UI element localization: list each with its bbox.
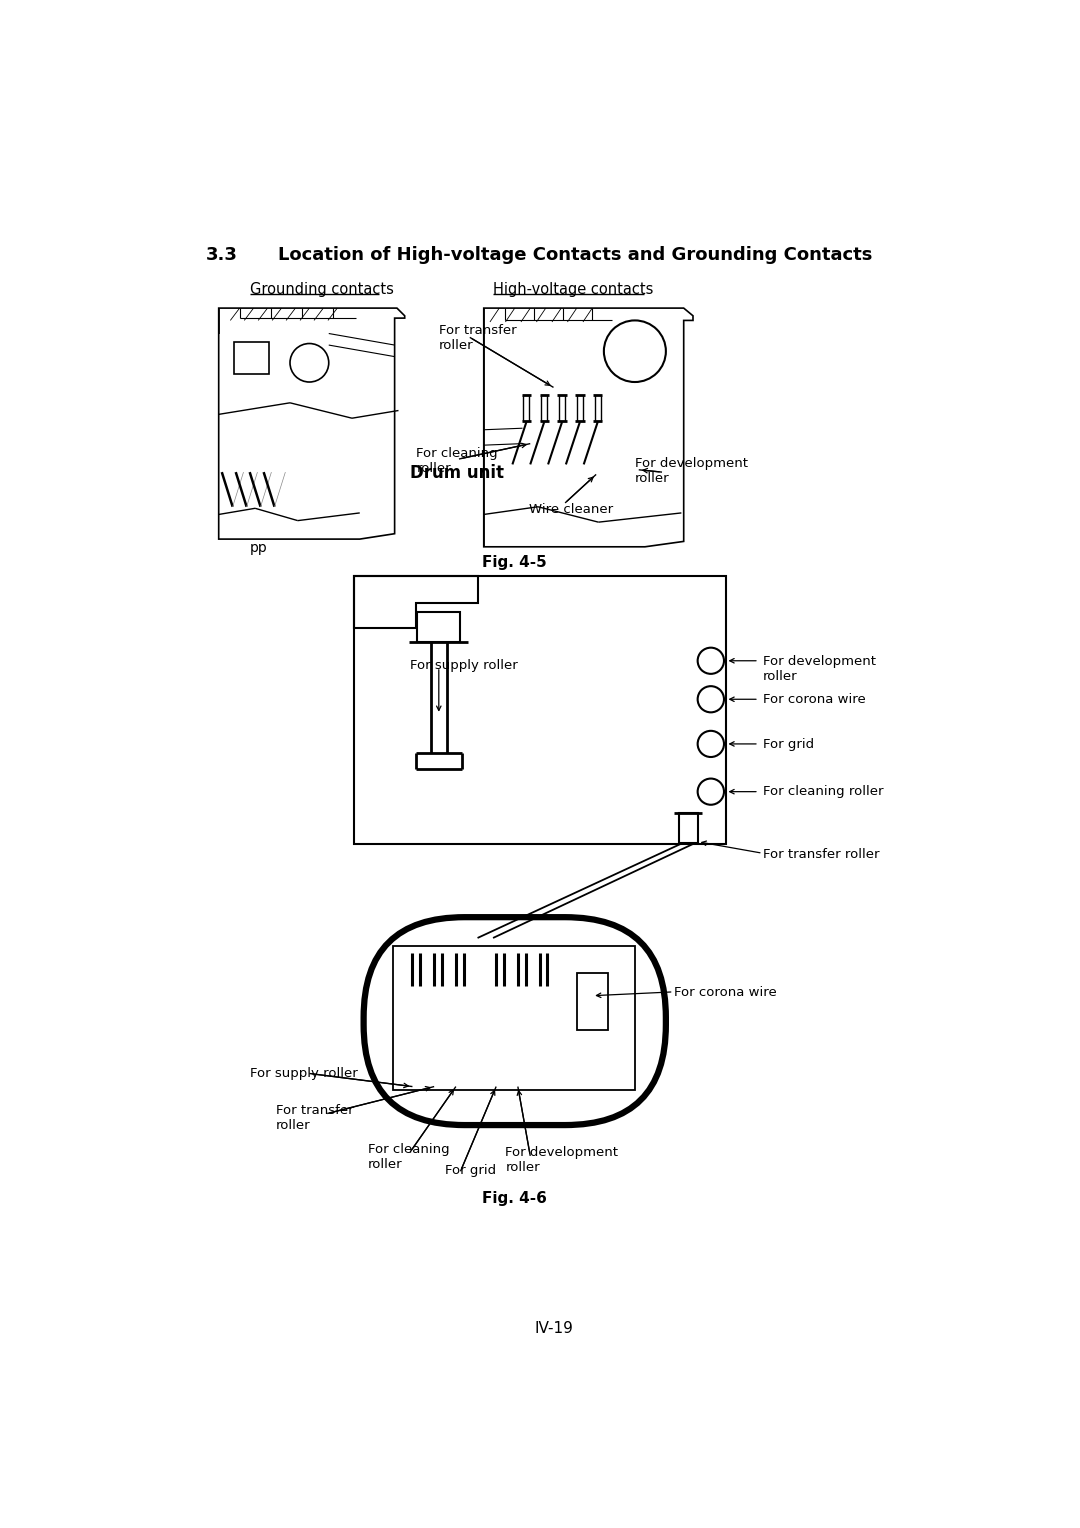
Circle shape [698,686,724,712]
Text: For cleaning
roller: For cleaning roller [416,446,498,475]
Circle shape [698,648,724,674]
Text: Wire cleaner: Wire cleaner [529,503,612,516]
FancyBboxPatch shape [364,917,666,1125]
Text: 3.3: 3.3 [206,246,239,264]
Text: For transfer
roller: For transfer roller [276,1105,353,1132]
Text: For corona wire: For corona wire [674,987,777,999]
Text: Fig. 4-5: Fig. 4-5 [483,555,548,570]
Text: For cleaning roller: For cleaning roller [762,785,883,799]
Text: Location of High-voltage Contacts and Grounding Contacts: Location of High-voltage Contacts and Gr… [279,246,873,264]
Circle shape [698,730,724,756]
Bar [577,973,608,1030]
Text: Fig. 4-6: Fig. 4-6 [483,1190,548,1206]
Text: For supply roller: For supply roller [249,1068,357,1080]
Text: IV-19: IV-19 [535,1322,572,1337]
Text: For transfer
roller: For transfer roller [438,324,516,353]
Circle shape [698,779,724,805]
Text: For development
roller: For development roller [505,1146,619,1174]
Circle shape [604,321,666,382]
Text: For development
roller: For development roller [635,457,747,484]
Bar [234,342,269,374]
Text: Grounding contacts: Grounding contacts [249,283,393,296]
Text: For grid: For grid [445,1163,496,1177]
Text: High-voltage contacts: High-voltage contacts [494,283,653,296]
Text: For transfer roller: For transfer roller [762,848,879,860]
Bar [417,613,460,642]
Bar [679,813,698,843]
Text: For supply roller: For supply roller [410,659,518,672]
Circle shape [291,344,328,382]
Text: For development
roller: For development roller [762,654,876,683]
Text: Drum unit: Drum unit [410,465,504,483]
Bar [393,946,635,1091]
Text: pp: pp [249,541,268,555]
Bar [353,576,726,843]
Text: For corona wire: For corona wire [762,694,865,706]
Text: For cleaning
roller: For cleaning roller [367,1143,449,1170]
Text: For grid: For grid [762,738,814,750]
